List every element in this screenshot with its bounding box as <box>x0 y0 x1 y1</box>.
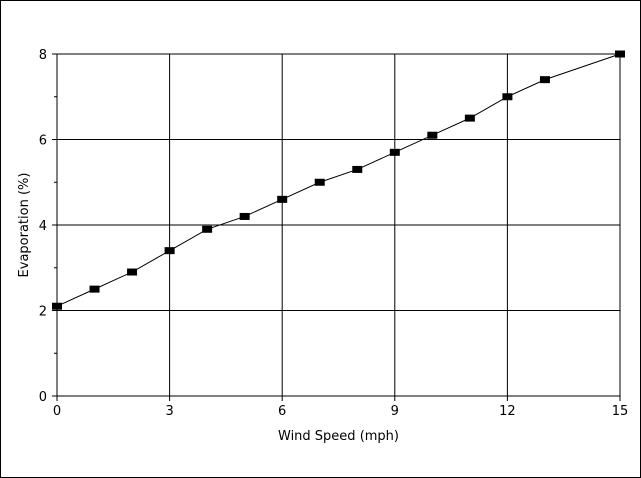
data-point-marker <box>89 285 100 293</box>
plot-area-border <box>56 53 621 397</box>
tick-labels: 0 3 6 9 12 15 0 2 4 6 8 <box>39 48 629 419</box>
x-tick-label: 9 <box>391 404 399 419</box>
y-tick-label: 6 <box>39 134 47 149</box>
x-tick-label: 15 <box>612 404 629 419</box>
data-point-marker <box>314 178 325 186</box>
y-tick-label: 4 <box>39 219 47 234</box>
data-point-marker <box>427 131 438 139</box>
y-tick-label: 0 <box>39 390 47 405</box>
y-tick-label: 8 <box>39 48 47 63</box>
data-point-marker <box>127 268 138 276</box>
data-point-marker <box>277 195 288 203</box>
data-point-marker <box>52 302 62 310</box>
y-axis-title: Evaporation (%) <box>17 173 32 278</box>
y-tick-label: 2 <box>39 305 47 320</box>
series <box>52 50 625 310</box>
data-point-marker <box>164 247 175 255</box>
data-point-marker <box>615 50 625 58</box>
grid-lines <box>57 53 621 396</box>
data-point-marker <box>352 165 363 173</box>
x-tick-label: 6 <box>278 404 286 419</box>
data-point-marker <box>239 212 250 220</box>
data-point-marker <box>502 93 513 101</box>
data-point-marker <box>389 148 400 156</box>
data-point-marker <box>464 114 475 122</box>
series-line <box>56 53 621 307</box>
x-tick-label: 0 <box>53 404 61 419</box>
data-point-marker <box>202 225 213 233</box>
axes <box>52 53 621 401</box>
data-point-marker <box>539 76 550 84</box>
x-tick-label: 3 <box>165 404 173 419</box>
x-tick-label: 12 <box>499 404 516 419</box>
x-axis-title: Wind Speed (mph) <box>278 429 399 444</box>
